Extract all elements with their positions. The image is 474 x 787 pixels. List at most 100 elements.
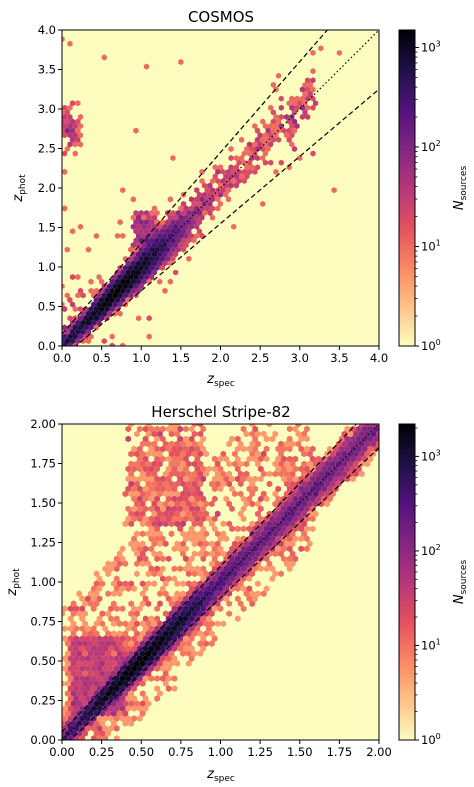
hexbin-cell (344, 182, 350, 189)
hexbin-cell (120, 287, 126, 294)
hexbin-cell (254, 127, 261, 134)
hexbin-cell (321, 455, 328, 463)
x-tick-label: 1.0 (132, 351, 150, 365)
hexbin-cell (168, 620, 175, 627)
hexbin-cell (159, 695, 166, 702)
hexbin-cell (208, 480, 215, 488)
hexbin-cell (151, 510, 158, 518)
hexbin-cell (165, 635, 172, 642)
hexbin-cell (136, 565, 143, 573)
hexbin-cell (220, 630, 227, 637)
colorbar-gradient (398, 423, 416, 741)
hexbin-cell (62, 301, 65, 308)
hexbin-cell (148, 615, 155, 622)
hexbin-cell (197, 460, 204, 468)
hexbin-cell (183, 555, 189, 563)
hexbin-cell (226, 570, 233, 578)
hexbin-cell (151, 620, 158, 627)
hexbin-cell (204, 187, 210, 194)
hexbin-cell (252, 123, 258, 130)
hexbin-cell (105, 610, 111, 617)
hexbin-cell (165, 645, 172, 652)
hexbin-cell (154, 255, 160, 262)
hexbin-cell (233, 173, 239, 180)
hexbin-cell (243, 540, 250, 548)
hexbin-cell (191, 540, 198, 548)
hexbin-cell (101, 54, 107, 61)
hexbin-cell (233, 264, 239, 271)
hexbin-cell (278, 570, 284, 578)
hexbin-cell (214, 570, 221, 578)
hexbin-cell (145, 620, 152, 627)
hexbin-cell (358, 450, 365, 458)
hexbin-cell (188, 187, 195, 194)
hexbin-cell (73, 725, 80, 732)
hexbin-cell (139, 460, 146, 468)
hexbin-cell (116, 630, 123, 637)
hexbin-cell (209, 177, 216, 185)
hexbin-cell (98, 315, 105, 322)
hexbin-cell (122, 720, 129, 727)
hexbin-cell (142, 565, 149, 573)
hexbin-cell (234, 465, 241, 473)
hexbin-cell (194, 196, 200, 203)
hexbin-cell (204, 196, 210, 203)
hexbin-cell (145, 470, 152, 478)
hexbin-cell (67, 40, 73, 47)
hexbin-cell (177, 595, 184, 603)
hexbin-cell (206, 585, 212, 593)
hexbin-cell (146, 333, 152, 340)
hexbin-cell (145, 490, 152, 498)
hexbin-cell (119, 705, 126, 712)
hexbin-cell (113, 565, 120, 573)
hexbin-cell (88, 287, 94, 294)
hexbin-cell (238, 136, 245, 143)
hexbin-cell (120, 196, 126, 203)
hexbin-cell (148, 515, 155, 523)
hexbin-cell (79, 655, 86, 662)
hexbin-cell (141, 49, 147, 56)
hexbin-cell (146, 132, 152, 139)
hexbin-cell (191, 200, 197, 207)
hexbin-cell (305, 123, 311, 130)
hexbin-cell (226, 490, 233, 498)
hexbin-cell (67, 306, 73, 313)
hexbin-cell (79, 615, 86, 622)
hexbin-cell (104, 287, 110, 294)
hexbin-cell (105, 710, 111, 717)
hexbin-cell (364, 424, 371, 428)
hexbin-cell (142, 625, 149, 632)
hexbin-cell (136, 715, 143, 722)
hexbin-cell (87, 620, 94, 627)
hexbin-cell (186, 255, 192, 262)
hexbin-cell (286, 495, 293, 503)
hexbin-cell (162, 242, 168, 249)
hexbin-cell (159, 475, 166, 483)
hexbin-cell (263, 565, 270, 573)
hexbin-cell (67, 141, 73, 148)
hexbin-cell (85, 228, 92, 235)
hexbin-cell (220, 460, 227, 468)
hexbin-cell (62, 283, 65, 290)
hexbin-cell (191, 440, 198, 448)
hexbin-cell (87, 660, 94, 667)
hexbin-cell (291, 118, 298, 125)
hexbin-cell (167, 49, 173, 56)
hexbin-cell (117, 136, 123, 143)
hexbin-cell (64, 600, 71, 608)
hexbin-cell (112, 283, 118, 290)
hexbin-cell (62, 232, 68, 239)
hexbin-cell (260, 191, 266, 198)
hexbin-cell (90, 635, 97, 642)
hexbin-cell (194, 525, 201, 533)
hexbin-cell (234, 435, 241, 443)
hexbin-cell (67, 232, 73, 239)
hexbin-cell (102, 725, 109, 732)
hexbin-cell (249, 550, 256, 558)
hexbin-cell (215, 260, 221, 267)
hexbin-cell (142, 705, 149, 712)
hexbin-cell (318, 490, 325, 498)
hexbin-cell (75, 127, 81, 134)
hexbin-cell (141, 232, 147, 239)
hexbin-cell (141, 223, 147, 230)
